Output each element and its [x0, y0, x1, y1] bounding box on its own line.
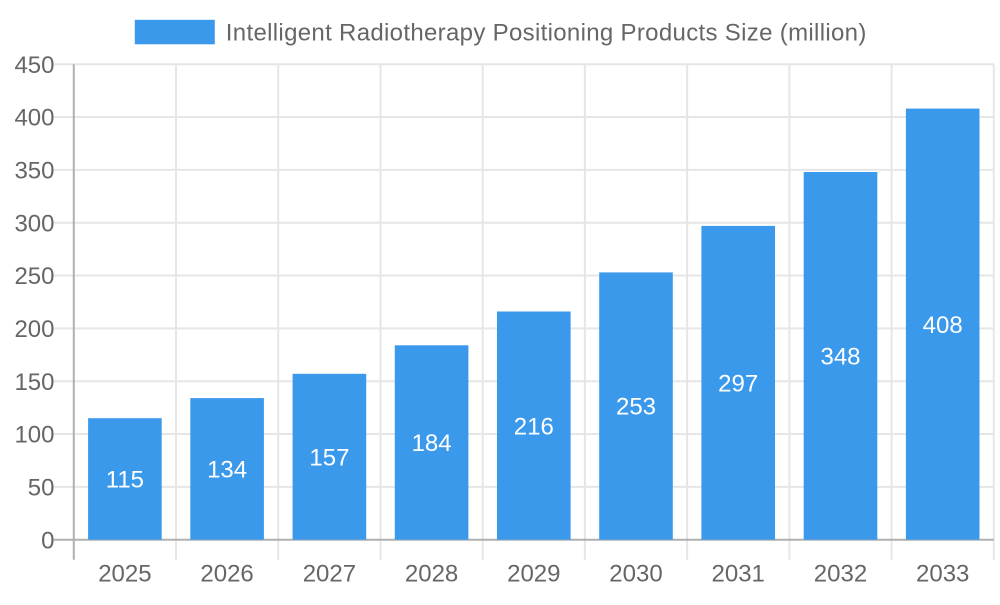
svg-text:348: 348 [820, 344, 860, 371]
svg-text:2028: 2028 [405, 561, 458, 588]
svg-text:216: 216 [514, 413, 554, 440]
svg-text:253: 253 [616, 394, 656, 421]
svg-text:134: 134 [207, 457, 247, 484]
svg-text:450: 450 [14, 52, 54, 79]
svg-text:297: 297 [718, 371, 758, 398]
svg-text:400: 400 [14, 105, 54, 132]
svg-text:157: 157 [309, 445, 349, 472]
svg-text:2029: 2029 [507, 561, 560, 588]
svg-text:115: 115 [106, 467, 144, 494]
svg-text:408: 408 [923, 312, 963, 339]
svg-text:2026: 2026 [200, 561, 253, 588]
svg-text:50: 50 [28, 475, 55, 502]
svg-text:Intelligent Radiotherapy Posit: Intelligent Radiotherapy Positioning Pro… [226, 20, 867, 47]
svg-text:2030: 2030 [609, 561, 662, 588]
svg-text:300: 300 [14, 210, 54, 237]
svg-text:2032: 2032 [814, 561, 867, 588]
svg-text:100: 100 [14, 422, 54, 449]
svg-text:2033: 2033 [916, 561, 969, 588]
svg-text:0: 0 [41, 527, 54, 554]
svg-text:200: 200 [14, 316, 54, 343]
svg-text:2025: 2025 [98, 561, 151, 588]
svg-text:184: 184 [412, 430, 452, 457]
svg-text:2027: 2027 [303, 561, 356, 588]
svg-text:2031: 2031 [712, 561, 765, 588]
svg-text:250: 250 [14, 263, 54, 290]
svg-text:350: 350 [14, 158, 54, 185]
svg-text:150: 150 [14, 369, 54, 396]
